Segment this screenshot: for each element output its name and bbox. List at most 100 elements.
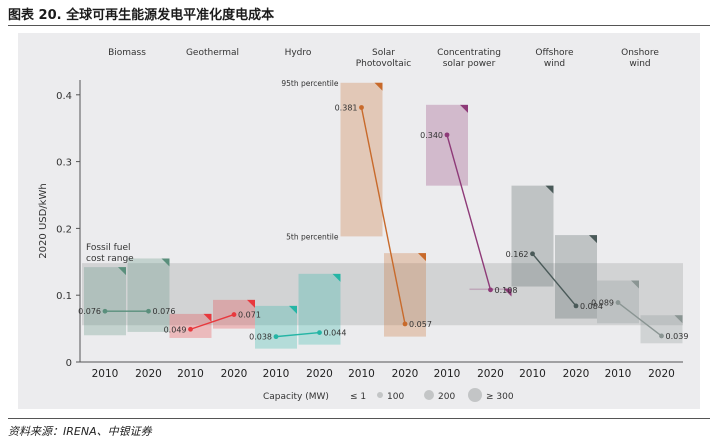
year-label-2020: 2020 <box>221 368 248 380</box>
chart-panel <box>18 33 700 409</box>
box-2020 <box>640 315 683 344</box>
point-2020 <box>231 312 237 317</box>
y-tick-label: 0.2 <box>56 224 72 235</box>
capacity-marker <box>674 315 683 324</box>
source-note: 资料来源：IRENA、中银证券 <box>8 425 152 438</box>
tech-name-line2: solar power <box>443 59 496 69</box>
tech-name-line2: wind <box>629 59 650 69</box>
point-2010 <box>530 251 535 257</box>
trend-line <box>446 134 492 291</box>
y-tick-label: 0 <box>66 358 72 369</box>
point-2020 <box>146 308 151 314</box>
y-tick-label: 0.1 <box>56 291 72 302</box>
capacity-marker <box>545 185 554 194</box>
year-label-2010: 2010 <box>605 368 632 380</box>
trend-line <box>190 313 235 330</box>
trend-line <box>617 301 662 337</box>
tech-name: Hydro <box>285 48 312 58</box>
year-label-2010: 2010 <box>519 368 546 380</box>
point-2010 <box>615 300 621 305</box>
top-rule <box>8 25 710 26</box>
capacity-marker <box>503 288 512 297</box>
capacity-marker <box>418 253 426 262</box>
legend-item-200mw: 200 <box>438 392 455 402</box>
year-label-2010: 2010 <box>177 368 204 380</box>
fossil-label-line2: cost range <box>86 254 134 264</box>
legend-title: Capacity (MW) <box>263 392 329 402</box>
year-label-2010: 2010 <box>92 368 119 380</box>
y-tick-label: 0.4 <box>56 91 72 102</box>
year-label-2020: 2020 <box>392 368 419 380</box>
capacity-marker <box>589 235 597 244</box>
box-2020 <box>127 258 170 332</box>
value-label-2010: 0.076 <box>78 307 101 316</box>
value-label-2010: 0.038 <box>249 333 272 342</box>
point-2010 <box>188 326 193 332</box>
annotation-95th: 95th percentile <box>281 79 339 88</box>
point-2010 <box>359 105 364 110</box>
capacity-marker <box>631 280 639 289</box>
tech-name: Solar <box>372 48 395 58</box>
legend-item-100mw-swatch <box>377 392 383 398</box>
value-label-2010: 0.340 <box>420 131 443 140</box>
tech-name: Biomass <box>108 48 146 58</box>
point-2020 <box>317 330 322 336</box>
bottom-rule <box>8 418 710 419</box>
value-label-2010: 0.381 <box>335 103 358 112</box>
year-label-2010: 2010 <box>263 368 290 380</box>
box-2010 <box>255 305 297 349</box>
fossil-label-line1: Fossil fuel <box>86 243 131 253</box>
box-2010 <box>84 267 126 336</box>
trend-line <box>275 331 320 338</box>
legend-item-1mw: ≤ 1 <box>350 392 366 402</box>
figure-title: 图表 20. 全球可再生能源发电平准化度电成本 <box>8 8 275 23</box>
box-2010 <box>169 313 212 338</box>
trend-line <box>360 107 406 325</box>
legend-item-300mw: ≥ 300 <box>486 392 514 402</box>
capacity-marker <box>118 267 126 276</box>
value-label-2020: 0.076 <box>153 307 176 316</box>
legend-item-300mw-swatch <box>468 388 482 402</box>
point-2010 <box>273 334 279 340</box>
year-label-2020: 2020 <box>477 368 504 380</box>
box-2010 <box>426 104 468 186</box>
point-2010 <box>444 132 450 138</box>
y-axis-label: 2020 USD/kWh <box>38 183 49 258</box>
year-label-2010: 2010 <box>434 368 461 380</box>
value-label-2020: 0.071 <box>238 311 261 320</box>
value-label-2020: 0.108 <box>495 286 518 295</box>
value-label-2020: 0.044 <box>324 329 347 338</box>
tech-name: Concentrating <box>437 48 501 58</box>
year-label-2020: 2020 <box>563 368 590 380</box>
legend-item-100mw: 100 <box>387 392 404 402</box>
capacity-marker <box>203 313 212 322</box>
legend-item-200mw-swatch <box>424 390 434 400</box>
tech-name: Geothermal <box>186 48 239 58</box>
point-2020 <box>573 303 579 309</box>
value-label-2010: 0.049 <box>164 325 187 334</box>
y-tick-label: 0.3 <box>56 158 72 169</box>
year-label-2020: 2020 <box>306 368 333 380</box>
capacity-marker <box>247 299 255 308</box>
value-label-2020: 0.039 <box>666 332 689 341</box>
year-label-2020: 2020 <box>648 368 675 380</box>
tech-name-line2: wind <box>544 59 565 69</box>
value-label-2010: 0.162 <box>506 250 529 259</box>
year-label-2010: 2010 <box>348 368 375 380</box>
fossil-fuel-band <box>82 263 683 326</box>
tech-name-line2: Photovoltaic <box>356 59 412 69</box>
point-2020 <box>402 321 408 327</box>
capacity-marker <box>161 258 170 267</box>
tech-name: Offshore <box>535 48 574 58</box>
annotation-5th: 5th percentile <box>286 232 339 241</box>
point-2020 <box>488 287 493 293</box>
capacity-marker <box>460 104 468 113</box>
year-label-2020: 2020 <box>135 368 162 380</box>
capacity-marker <box>374 82 383 91</box>
value-label-2020: 0.084 <box>580 302 603 311</box>
value-label-2020: 0.057 <box>409 320 432 329</box>
value-label-2010: 0.089 <box>591 299 614 308</box>
capacity-marker <box>332 273 341 282</box>
tech-name: Onshore <box>621 48 659 58</box>
